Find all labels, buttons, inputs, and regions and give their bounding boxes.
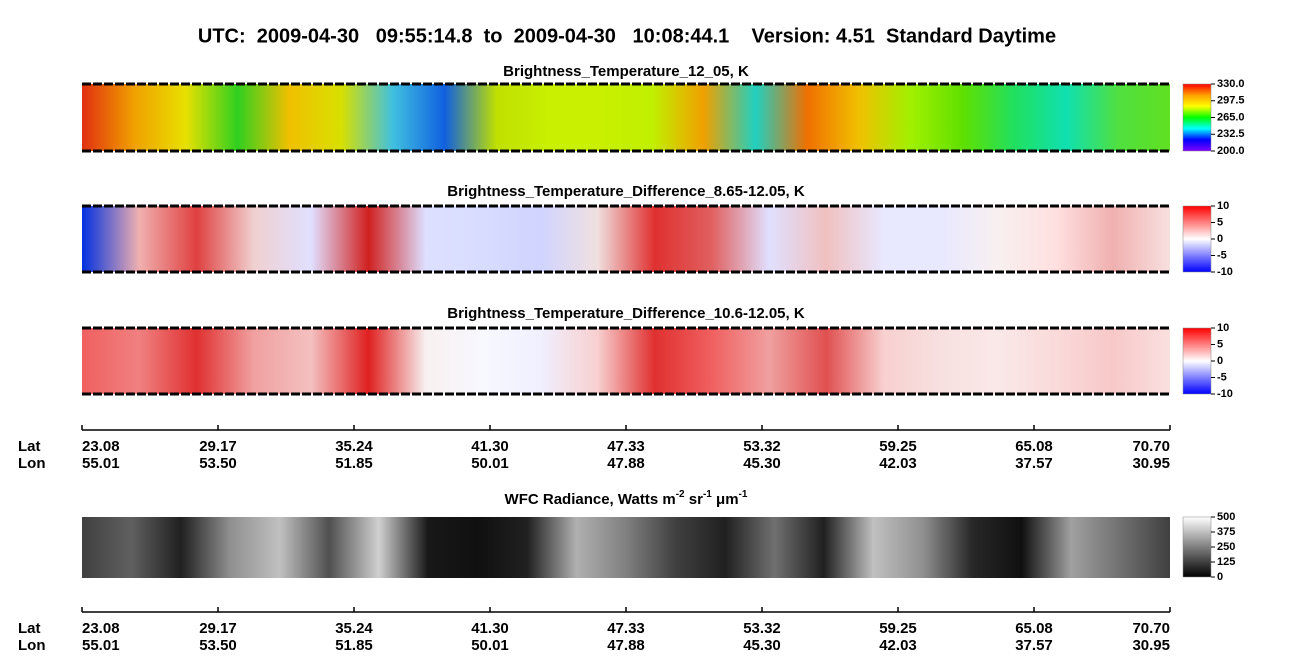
colorbar-label: 10 <box>1217 200 1229 212</box>
lon-label: 50.01 <box>471 637 509 654</box>
lon-label: 37.57 <box>1015 455 1053 472</box>
lat-label: 47.33 <box>607 620 645 637</box>
colorbar-label: 5 <box>1217 216 1223 228</box>
lon-header: Lon <box>18 455 46 472</box>
lon-label: 47.88 <box>607 455 645 472</box>
lon-label: 55.01 <box>82 455 120 472</box>
image-strip <box>82 328 1170 394</box>
colorbar-label: 250 <box>1217 541 1235 553</box>
lat-label: 35.24 <box>335 438 373 455</box>
colorbar-label: -5 <box>1217 249 1227 261</box>
lon-label: 42.03 <box>879 455 917 472</box>
colorbar-label: 125 <box>1217 556 1235 568</box>
lat-label: 59.25 <box>879 620 917 637</box>
colorbar-label: 0 <box>1217 233 1223 245</box>
colorbar-label: -10 <box>1217 266 1233 278</box>
lat-label: 41.30 <box>471 620 509 637</box>
title-part: -1 <box>703 489 712 500</box>
lat-label: 53.32 <box>743 438 781 455</box>
colorbar-label: 330.0 <box>1217 78 1245 90</box>
colorbar-label: 232.5 <box>1217 128 1245 140</box>
lon-label: 30.95 <box>1132 637 1170 654</box>
panel-title: Brightness_Temperature_Difference_8.65-1… <box>447 183 805 200</box>
lat-label: 47.33 <box>607 438 645 455</box>
lon-label: 37.57 <box>1015 637 1053 654</box>
lat-label: 29.17 <box>199 620 237 637</box>
colorbar-label: 10 <box>1217 322 1229 334</box>
lon-label: 53.50 <box>199 455 237 472</box>
colorbar <box>1182 327 1212 395</box>
title-part: μm <box>712 491 739 508</box>
panel-title: WFC Radiance, Watts m-2 sr-1 μm-1 <box>505 489 748 508</box>
lat-header: Lat <box>18 620 41 637</box>
lon-label: 55.01 <box>82 637 120 654</box>
image-strip <box>82 517 1170 578</box>
lat-header: Lat <box>18 438 41 455</box>
title-part: -2 <box>676 489 685 500</box>
colorbar-label: 0 <box>1217 355 1223 367</box>
colorbar-label: -10 <box>1217 388 1233 400</box>
page-title: UTC: 2009-04-30 09:55:14.8 to 2009-04-30… <box>198 25 1056 47</box>
panel-title: Brightness_Temperature_12_05, K <box>503 63 749 80</box>
lon-label: 50.01 <box>471 455 509 472</box>
title-part: WFC Radiance, Watts m <box>505 491 676 508</box>
lat-label: 23.08 <box>82 438 120 455</box>
colorbar-label: 0 <box>1217 571 1223 583</box>
colorbar-label: 297.5 <box>1217 95 1245 107</box>
image-strip <box>82 84 1170 151</box>
lat-label: 70.70 <box>1132 620 1170 637</box>
lon-label: 53.50 <box>199 637 237 654</box>
lat-label: 70.70 <box>1132 438 1170 455</box>
colorbar <box>1182 83 1212 152</box>
title-part: -1 <box>739 489 748 500</box>
lat-label: 35.24 <box>335 620 373 637</box>
colorbar-label: -5 <box>1217 371 1227 383</box>
colorbar-label: 5 <box>1217 338 1223 350</box>
lon-label: 42.03 <box>879 637 917 654</box>
colorbar <box>1182 516 1212 578</box>
image-strip <box>82 206 1170 272</box>
lat-label: 29.17 <box>199 438 237 455</box>
lon-label: 45.30 <box>743 637 781 654</box>
lat-label: 41.30 <box>471 438 509 455</box>
colorbar-label: 200.0 <box>1217 145 1245 157</box>
colorbar-label: 265.0 <box>1217 111 1245 123</box>
lon-header: Lon <box>18 637 46 654</box>
lon-label: 47.88 <box>607 637 645 654</box>
lat-label: 65.08 <box>1015 438 1053 455</box>
lon-label: 45.30 <box>743 455 781 472</box>
lat-label: 53.32 <box>743 620 781 637</box>
colorbar-label: 375 <box>1217 526 1235 538</box>
colorbar <box>1182 205 1212 273</box>
colorbar-label: 500 <box>1217 511 1235 523</box>
lon-label: 51.85 <box>335 455 373 472</box>
lon-label: 30.95 <box>1132 455 1170 472</box>
lon-label: 51.85 <box>335 637 373 654</box>
lat-label: 65.08 <box>1015 620 1053 637</box>
lat-label: 23.08 <box>82 620 120 637</box>
panel-title: Brightness_Temperature_Difference_10.6-1… <box>447 305 805 322</box>
title-part: sr <box>685 491 704 508</box>
lat-label: 59.25 <box>879 438 917 455</box>
